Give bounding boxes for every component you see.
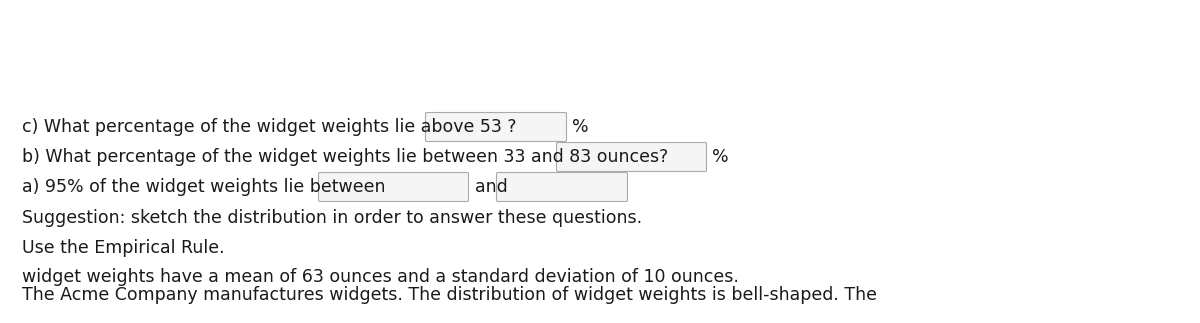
Text: %: % [712,148,728,166]
Text: widget weights have a mean of 63 ounces and a standard deviation of 10 ounces.: widget weights have a mean of 63 ounces … [22,268,739,286]
Text: a) 95% of the widget weights lie between: a) 95% of the widget weights lie between [22,178,385,196]
Text: Use the Empirical Rule.: Use the Empirical Rule. [22,239,224,257]
Text: %: % [572,118,589,136]
FancyBboxPatch shape [318,172,468,202]
Text: Suggestion: sketch the distribution in order to answer these questions.: Suggestion: sketch the distribution in o… [22,209,642,227]
FancyBboxPatch shape [426,112,566,141]
Text: and: and [475,178,508,196]
FancyBboxPatch shape [557,142,707,172]
Text: The Acme Company manufactures widgets. The distribution of widget weights is bel: The Acme Company manufactures widgets. T… [22,286,877,304]
Text: c) What percentage of the widget weights lie above 53 ?: c) What percentage of the widget weights… [22,118,516,136]
FancyBboxPatch shape [497,172,628,202]
Text: b) What percentage of the widget weights lie between 33 and 83 ounces?: b) What percentage of the widget weights… [22,148,668,166]
